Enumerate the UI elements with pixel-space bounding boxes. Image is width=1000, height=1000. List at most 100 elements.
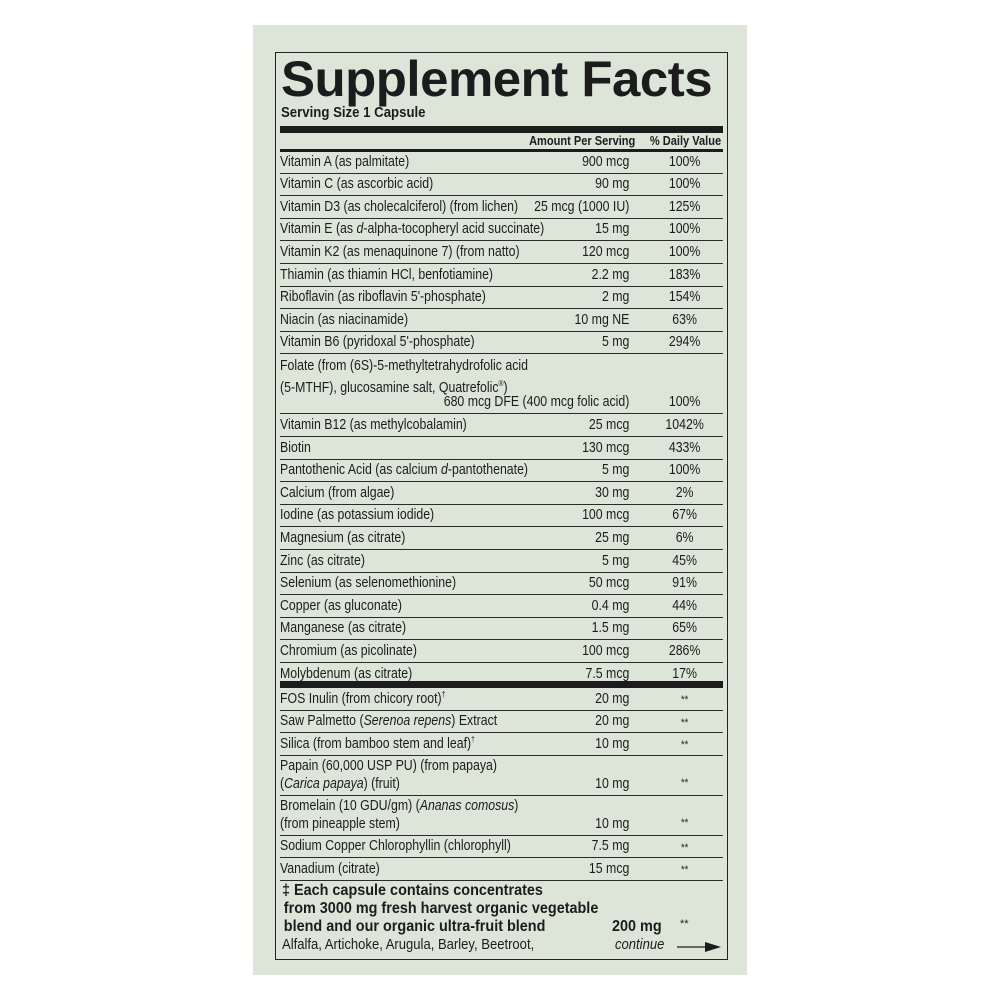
amount: 25 mg — [595, 529, 630, 546]
amount: 10 mg NE — [574, 311, 630, 328]
name-text: Papain (60,000 USP PU) (from papaya) — [280, 757, 497, 774]
amount: 20 mg — [595, 690, 630, 707]
table-row: Vitamin E (as d-alpha-tocopheryl acid su… — [280, 219, 723, 242]
name-text: Pantothenic Acid (as calcium — [280, 462, 441, 479]
amount: 15 mg — [595, 221, 630, 238]
serving-size: Serving Size 1 Capsule — [281, 104, 426, 121]
daily-value: ** — [680, 739, 689, 752]
name-line: Manganese (as citrate) — [280, 619, 592, 637]
table-row: Copper (as gluconate) 0.4 mg 44% — [280, 595, 723, 618]
daily-value: 63% — [672, 311, 697, 328]
name-text: -pantothenate) — [447, 462, 529, 479]
daily-value: 17% — [672, 666, 697, 683]
name-line: Vitamin E (as d-alpha-tocopheryl acid su… — [280, 220, 595, 238]
column-header: Amount Per Serving % Daily Value — [280, 131, 723, 149]
nutrient-name: Thiamin (as thiamin HCl, benfotiamine) — [280, 266, 592, 284]
name-text: Thiamin (as thiamin HCl, benfotiamine) — [280, 266, 494, 283]
daily-value: 6% — [675, 529, 694, 546]
nutrient-name: FOS Inulin (from chicory root)† — [280, 686, 595, 708]
vitamins-table: Vitamin A (as palmitate) 900 mcg 100% Vitam… — [280, 151, 723, 685]
nutrient-name: Vitamin E (as d-alpha-tocopheryl acid su… — [280, 220, 595, 238]
nutrient-name: Zinc (as citrate) — [280, 552, 602, 570]
amount: 100 mcg — [582, 642, 630, 659]
name-text: -alpha-tocopheryl acid succinate) — [363, 221, 545, 238]
name-line: Vitamin C (as ascorbic acid) — [280, 175, 595, 193]
arrow-right-icon — [677, 942, 721, 952]
daily-value: ** — [680, 841, 689, 854]
footnote-dv: ** — [680, 918, 689, 930]
nutrient-name: Molybdenum (as citrate) — [280, 665, 585, 683]
name-text: ) (fruit) — [363, 775, 400, 792]
italic-text: Carica papaya — [284, 775, 364, 792]
daily-value: 65% — [672, 620, 697, 637]
footnote-line: ‡ Each capsule contains concentrates — [282, 882, 543, 899]
nutrient-name: Silica (from bamboo stem and leaf)† — [280, 731, 595, 753]
amount: 10 mg — [595, 735, 630, 752]
amount: 25 mcg (1000 IU) — [534, 198, 630, 215]
amount: 20 mg — [595, 713, 630, 730]
header-daily-value: % Daily Value — [649, 133, 722, 148]
daily-value: 100% — [668, 462, 701, 479]
name-line: FOS Inulin (from chicory root)† — [280, 686, 595, 708]
amount: 90 mg — [595, 176, 630, 193]
table-row: Saw Palmetto (Serenoa repens) Extract 20 … — [280, 711, 723, 734]
name-line: Vitamin K2 (as menaquinone 7) (from natt… — [280, 243, 582, 261]
name-line: Riboflavin (as riboflavin 5'-phosphate) — [280, 288, 602, 306]
label-title: Supplement Facts — [281, 51, 713, 107]
name-line: Silica (from bamboo stem and leaf)† — [280, 731, 595, 753]
name-line: Vanadium (citrate) — [280, 860, 589, 878]
amount: 5 mg — [601, 552, 630, 569]
name-text: Vitamin K2 (as menaquinone 7) (from natt… — [280, 243, 520, 260]
table-row: Molybdenum (as citrate) 7.5 mcg 17% — [280, 663, 723, 686]
name-text: ( — [280, 775, 285, 792]
italic-text: Ananas comosus — [419, 797, 515, 814]
name-text: Folate (from (6S)-5-methyltetrahydrofoli… — [280, 358, 528, 375]
footnote: ‡ Each capsule contains concentrates fro… — [282, 882, 723, 953]
daily-value: 67% — [672, 507, 697, 524]
table-row: Pantothenic Acid (as calcium d-pantothen… — [280, 460, 723, 483]
name-line: Niacin (as niacinamide) — [280, 311, 575, 329]
amount: 0.4 mg — [591, 597, 630, 614]
name-text: Copper (as gluconate) — [280, 597, 402, 614]
name-line: Zinc (as citrate) — [280, 552, 602, 570]
name-line: Folate (from (6S)-5-methyltetrahydrofoli… — [280, 357, 629, 375]
name-text: Vitamin B12 (as methylcobalamin) — [280, 416, 467, 433]
amount: 680 mcg DFE (400 mcg folic acid) — [443, 394, 630, 411]
daily-value: ** — [680, 716, 689, 729]
nutrient-name: Manganese (as citrate) — [280, 619, 592, 637]
amount: 10 mg — [595, 775, 630, 792]
nutrient-name: Calcium (from algae) — [280, 484, 595, 502]
name-text: Selenium (as selenomethionine) — [280, 575, 457, 592]
name-text: Saw Palmetto ( — [280, 713, 364, 730]
nutrient-name: Chromium (as picolinate) — [280, 642, 582, 660]
name-line: (from pineapple stem) — [280, 815, 595, 833]
table-row: Selenium (as selenomethionine) 50 mcg 91% — [280, 573, 723, 596]
name-text: Vitamin C (as ascorbic acid) — [280, 176, 434, 193]
daily-value: ** — [680, 864, 689, 877]
amount: 7.5 mg — [591, 838, 630, 855]
amount: 120 mcg — [582, 243, 630, 260]
nutrient-name: Vitamin D3 (as cholecalciferol) (from li… — [280, 198, 534, 216]
amount: 2.2 mg — [591, 266, 630, 283]
name-line: Thiamin (as thiamin HCl, benfotiamine) — [280, 266, 592, 284]
name-text: ) — [514, 797, 519, 814]
table-row: Papain (60,000 USP PU) (from papaya) (Ca… — [280, 756, 723, 796]
table-row: Biotin 130 mcg 433% — [280, 437, 723, 460]
nutrient-name: Selenium (as selenomethionine) — [280, 574, 589, 592]
table-row: Riboflavin (as riboflavin 5'-phosphate) 2… — [280, 287, 723, 310]
name-text: Sodium Copper Chlorophyllin (chlorophyll… — [280, 838, 511, 855]
nutrient-name: Vanadium (citrate) — [280, 860, 589, 878]
name-text: Manganese (as citrate) — [280, 620, 407, 637]
name-text: Chromium (as picolinate) — [280, 642, 417, 659]
name-text: ) — [503, 380, 508, 397]
footnote-line: from 3000 mg fresh harvest organic veget… — [283, 900, 599, 917]
name-text: Calcium (from algae) — [280, 484, 395, 501]
table-row: Calcium (from algae) 30 mg 2% — [280, 482, 723, 505]
nutrient-name: Vitamin B12 (as methylcobalamin) — [280, 416, 589, 434]
name-text: Molybdenum (as citrate) — [280, 666, 413, 683]
name-line: Sodium Copper Chlorophyllin (chlorophyll… — [280, 837, 592, 855]
name-line: (Carica papaya) (fruit) — [280, 775, 595, 793]
ingredient-list: Alfalfa, Artichoke, Arugula, Barley, Bee… — [282, 937, 535, 953]
nutrient-name: Copper (as gluconate) — [280, 597, 592, 615]
daily-value: 100% — [668, 221, 701, 238]
